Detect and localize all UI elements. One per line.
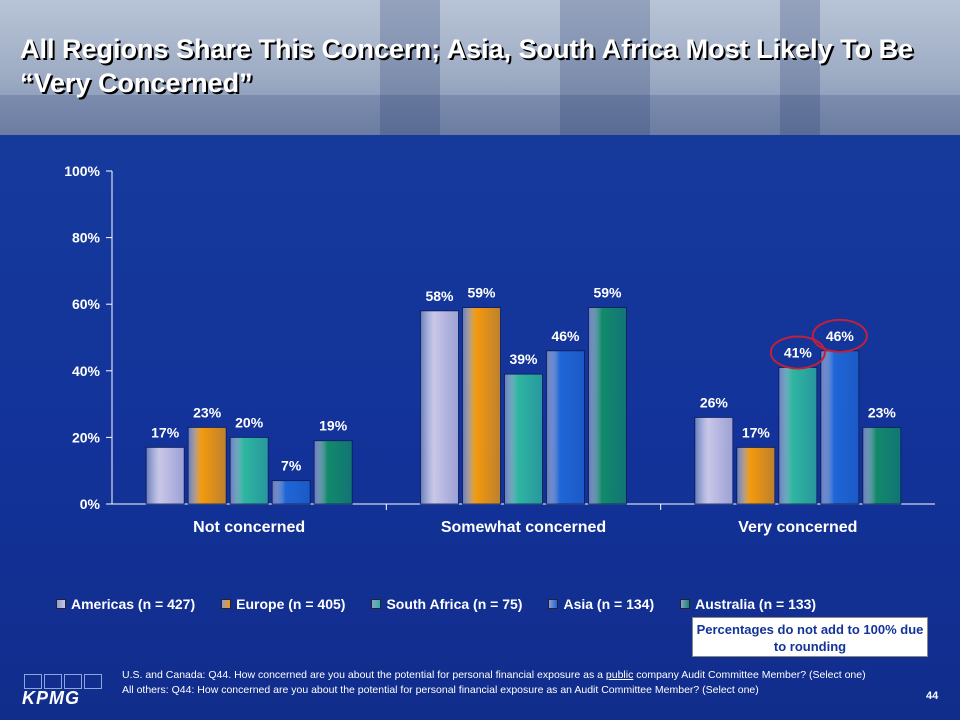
legend-label: Asia (n = 134) bbox=[563, 596, 655, 612]
y-tick-label: 100% bbox=[64, 163, 100, 179]
bar bbox=[588, 307, 627, 505]
legend-item: Australia (n = 133) bbox=[680, 594, 816, 614]
bar bbox=[420, 310, 459, 505]
legend-item: Asia (n = 134) bbox=[548, 594, 654, 614]
bar-data-label: 26% bbox=[700, 394, 729, 410]
legend-label: Australia (n = 133) bbox=[695, 596, 817, 612]
bar-data-label: 58% bbox=[425, 288, 454, 304]
footnote-line-1: U.S. and Canada: Q44. How concerned are … bbox=[122, 669, 866, 681]
footnote-line-2: All others: Q44: How concerned are you a… bbox=[122, 684, 759, 696]
bar-data-label: 7% bbox=[281, 458, 302, 474]
bar-data-label: 20% bbox=[235, 414, 264, 430]
bar-data-label: 46% bbox=[551, 328, 580, 344]
legend-swatch bbox=[548, 599, 559, 609]
chart-legend: Americas (n = 427) Europe (n = 405) South … bbox=[56, 594, 936, 614]
bar-data-label: 59% bbox=[593, 285, 622, 301]
y-tick-label: 20% bbox=[72, 429, 101, 445]
legend-item: Europe (n = 405) bbox=[221, 594, 345, 614]
bar-data-label: 59% bbox=[467, 285, 496, 301]
bar bbox=[271, 480, 311, 505]
bar-data-label: 41% bbox=[784, 344, 813, 360]
chart-axes: 0% 20% 40% 60% 80% 100% Not concerned Somewhat … bbox=[64, 163, 935, 536]
rounding-note: Percentages do not add to 100% due to ro… bbox=[692, 617, 928, 657]
highlight-circle bbox=[769, 335, 826, 370]
bar bbox=[546, 350, 585, 505]
y-tick-label: 60% bbox=[72, 296, 101, 312]
bar-data-label: 23% bbox=[193, 404, 222, 420]
bar-data-label: 19% bbox=[319, 418, 348, 434]
bar bbox=[462, 307, 501, 505]
kpmg-logo: KPMG bbox=[14, 674, 102, 710]
x-category-label: Not concerned bbox=[193, 519, 305, 536]
bar bbox=[862, 427, 902, 505]
legend-item: Americas (n = 427) bbox=[56, 594, 195, 614]
y-tick-label: 80% bbox=[72, 230, 101, 246]
legend-label: Europe (n = 405) bbox=[236, 596, 346, 612]
page-title: All Regions Share This Concern; Asia, So… bbox=[20, 34, 914, 98]
bar bbox=[736, 446, 776, 505]
page-number: 44 bbox=[926, 690, 939, 702]
x-category-label: Very concerned bbox=[738, 519, 857, 536]
y-tick-label: 40% bbox=[72, 363, 101, 379]
bar bbox=[229, 436, 269, 505]
bar bbox=[820, 350, 860, 505]
legend-swatch bbox=[680, 599, 691, 609]
bar-data-label: 17% bbox=[151, 424, 180, 440]
legend-item: South Africa (n = 75) bbox=[371, 594, 522, 614]
bar bbox=[313, 440, 353, 505]
legend-swatch bbox=[371, 599, 382, 609]
bar-data-label: 39% bbox=[509, 351, 538, 367]
highlight-circle bbox=[811, 318, 868, 353]
header-band: All Regions Share This Concern; Asia, So… bbox=[0, 0, 960, 135]
bar bbox=[504, 373, 543, 505]
legend-swatch bbox=[56, 599, 66, 609]
bar-data-label: 46% bbox=[826, 328, 855, 344]
bar bbox=[187, 427, 227, 505]
bar bbox=[694, 417, 734, 505]
bar bbox=[145, 446, 185, 505]
legend-swatch bbox=[221, 599, 232, 609]
x-category-label: Somewhat concerned bbox=[441, 519, 606, 536]
chart-data-labels: 17% 23% 20% 7% 19% 58% 59% 39% 46% 59% 26% 17% 41% 46… bbox=[151, 285, 896, 474]
chart-bars bbox=[145, 307, 902, 505]
legend-label: South Africa (n = 75) bbox=[386, 596, 523, 612]
bar bbox=[778, 367, 818, 505]
footnote: U.S. and Canada: Q44. How concerned are … bbox=[122, 668, 932, 698]
bar-data-label: 17% bbox=[742, 424, 771, 440]
y-tick-label: 0% bbox=[80, 496, 101, 512]
bar-data-label: 23% bbox=[868, 404, 897, 420]
legend-label: Americas (n = 427) bbox=[71, 596, 196, 612]
